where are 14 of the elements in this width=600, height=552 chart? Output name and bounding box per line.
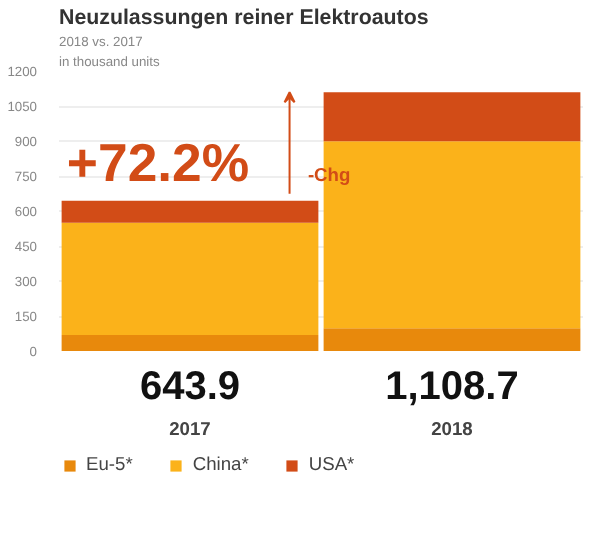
bar [61,334,319,351]
bar [323,92,581,142]
legend-label: China* [192,454,249,474]
chart-title: Neuzulassungen reiner Elektroautos [59,6,429,30]
legend-label: Eu-5* [86,454,133,474]
total-label: 1,108.7 [385,365,519,409]
legend-label: USA* [308,454,355,474]
bar [61,222,319,335]
annotation: +72.2% [66,132,250,193]
bar [61,200,319,223]
total-label: 643.9 [139,365,241,409]
bar [323,328,581,351]
x-tick-label: 2017 [169,419,211,439]
x-tick-label: 2018 [431,419,473,439]
